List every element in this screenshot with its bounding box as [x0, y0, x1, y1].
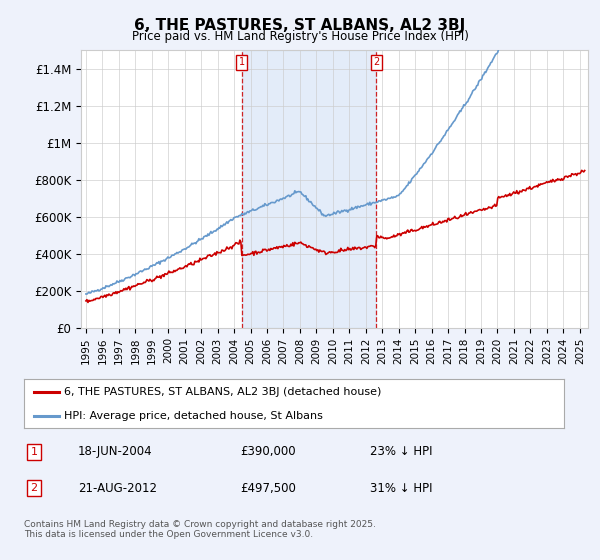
- Text: 18-JUN-2004: 18-JUN-2004: [78, 445, 152, 459]
- Text: 21-AUG-2012: 21-AUG-2012: [78, 482, 157, 494]
- Text: 2: 2: [373, 57, 379, 67]
- Text: 31% ↓ HPI: 31% ↓ HPI: [370, 482, 432, 494]
- Text: Price paid vs. HM Land Registry's House Price Index (HPI): Price paid vs. HM Land Registry's House …: [131, 30, 469, 43]
- Text: 2: 2: [31, 483, 38, 493]
- Text: £390,000: £390,000: [240, 445, 296, 459]
- Text: 6, THE PASTURES, ST ALBANS, AL2 3BJ: 6, THE PASTURES, ST ALBANS, AL2 3BJ: [134, 18, 466, 33]
- Text: 1: 1: [31, 447, 37, 457]
- Text: £497,500: £497,500: [240, 482, 296, 494]
- Text: HPI: Average price, detached house, St Albans: HPI: Average price, detached house, St A…: [65, 411, 323, 421]
- Text: 23% ↓ HPI: 23% ↓ HPI: [370, 445, 432, 459]
- Text: 6, THE PASTURES, ST ALBANS, AL2 3BJ (detached house): 6, THE PASTURES, ST ALBANS, AL2 3BJ (det…: [65, 388, 382, 398]
- Text: 1: 1: [239, 57, 245, 67]
- Text: Contains HM Land Registry data © Crown copyright and database right 2025.
This d: Contains HM Land Registry data © Crown c…: [24, 520, 376, 539]
- Bar: [242, 50, 376, 328]
